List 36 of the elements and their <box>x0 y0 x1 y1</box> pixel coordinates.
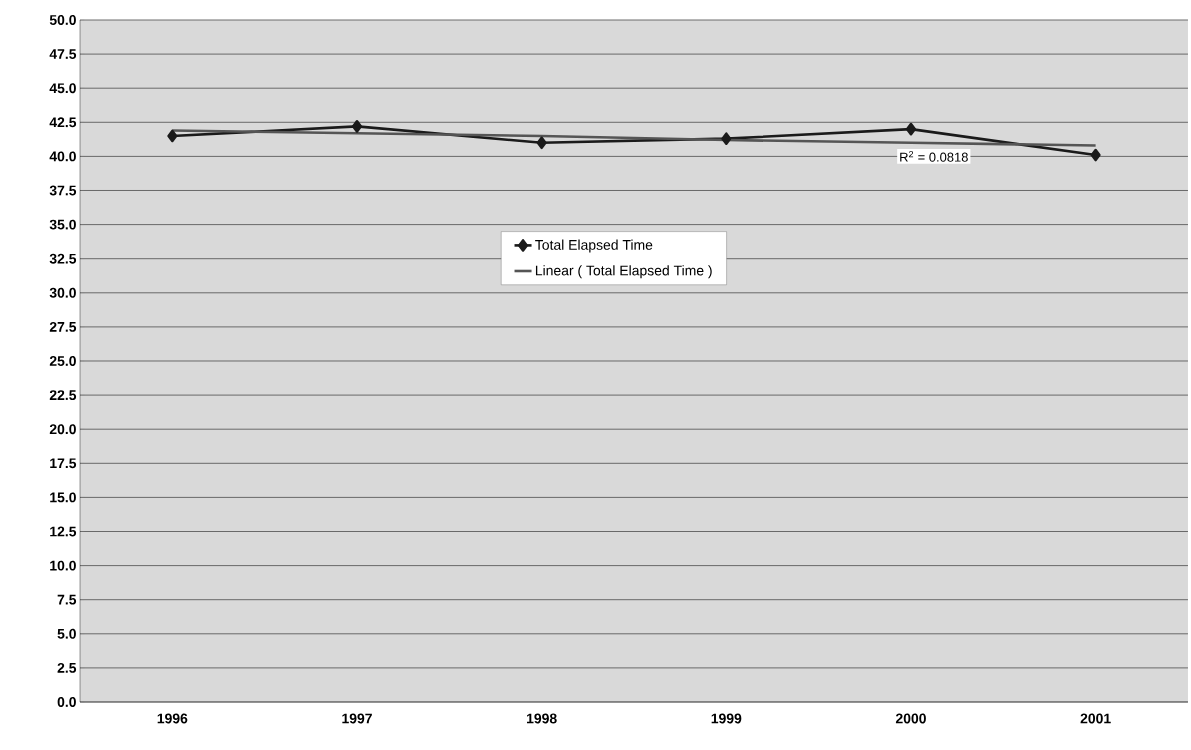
y-tick-label: 10.0 <box>50 560 76 571</box>
y-tick-label: 17.5 <box>50 458 77 469</box>
y-tick-label: 50.0 <box>49 15 76 25</box>
y-tick-label: 22.5 <box>49 390 77 401</box>
legend-label: Total Elapsed Time <box>535 239 653 253</box>
y-tick-label: 15.0 <box>50 492 76 503</box>
y-tick-label: 25.0 <box>49 356 76 366</box>
point <box>351 120 363 133</box>
y-tick-label: 47.5 <box>49 49 77 59</box>
y-tick-label: 5.0 <box>57 628 76 639</box>
y-tick-label: 27.5 <box>49 321 77 332</box>
x-tick-label: 2000 <box>895 713 926 724</box>
x-tick-label: 2001 <box>1080 713 1111 724</box>
y-tick-label: 32.5 <box>49 253 77 264</box>
point <box>1090 148 1101 162</box>
point <box>721 132 732 145</box>
annotation: R$^{2}$ = 0.0818 <box>900 150 968 162</box>
point <box>536 136 547 150</box>
x-tick-label: 1999 <box>711 713 742 724</box>
point <box>167 129 178 143</box>
y-tick-label: 37.5 <box>49 185 77 196</box>
y-tick-label: 0.0 <box>57 697 76 707</box>
x-tick-label: 1997 <box>342 713 372 724</box>
y-tick-label: 40.0 <box>49 151 76 162</box>
point <box>905 122 917 136</box>
y-tick-label: 12.5 <box>50 526 77 537</box>
y-tick-label: 7.5 <box>57 594 77 605</box>
y-tick-label: 42.5 <box>49 117 77 128</box>
y-tick-label: 2.5 <box>57 662 77 673</box>
y-tick-label: 20.0 <box>49 424 76 435</box>
y-tick-label: 45.0 <box>49 83 76 94</box>
y-tick-label: 30.0 <box>49 287 76 298</box>
x-tick-label: 1996 <box>157 713 188 724</box>
legend-label: Linear ( Total Elapsed Time ) <box>535 265 712 279</box>
y-tick-label: 35.0 <box>49 219 76 230</box>
x-tick-label: 1998 <box>527 713 557 724</box>
